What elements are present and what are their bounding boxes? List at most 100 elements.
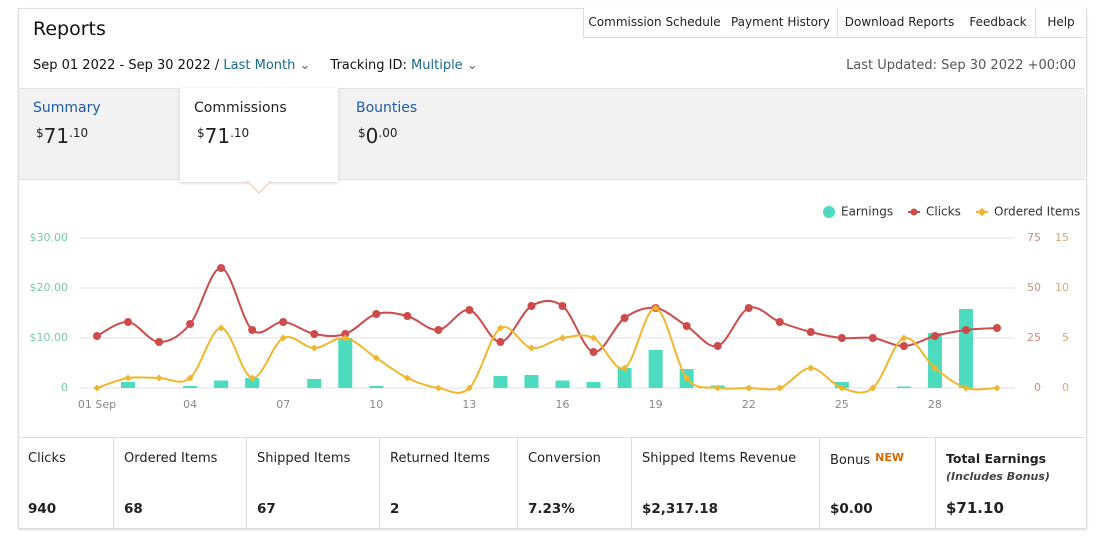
- stat-cell: Shipped Items 67: [247, 438, 380, 528]
- bar: [927, 333, 942, 388]
- x-tick-label: 22: [742, 398, 756, 411]
- stat-cell: Total Earnings (Includes Bonus) $71.10: [936, 438, 1085, 528]
- point: [124, 318, 133, 326]
- nav-button[interactable]: Payment History: [724, 8, 838, 38]
- tracking-select[interactable]: Multiple: [411, 58, 463, 73]
- point: [744, 304, 753, 312]
- nav-button[interactable]: Help: [1036, 8, 1087, 38]
- y-tick-label: 0: [61, 381, 68, 394]
- nav-button[interactable]: Download Reports: [838, 8, 962, 38]
- stat-label: Total Earnings: [946, 451, 1047, 466]
- point: [310, 330, 319, 338]
- currency: $: [358, 126, 366, 140]
- point: [527, 302, 536, 310]
- tab-label[interactable]: Bounties: [356, 100, 418, 116]
- bar: [307, 379, 322, 388]
- y-tick-label: $10.00: [30, 331, 69, 344]
- period-select[interactable]: Last Month: [223, 58, 296, 73]
- bar: [617, 368, 632, 388]
- point: [341, 334, 349, 342]
- point: [279, 318, 288, 326]
- stat-cell: Clicks 940: [18, 438, 114, 528]
- point: [713, 342, 722, 350]
- point: [527, 344, 536, 352]
- fraction: .10: [230, 126, 250, 140]
- stat-label: Shipped Items Revenue: [642, 451, 797, 466]
- point: [807, 364, 815, 372]
- stat-value: 68: [124, 501, 143, 517]
- bar: [121, 382, 136, 388]
- last-updated: Last Updated: Sep 30 2022 +00:00: [846, 58, 1076, 73]
- point: [993, 384, 1001, 392]
- point: [186, 320, 195, 328]
- point: [869, 384, 877, 392]
- fraction: .00: [378, 126, 398, 140]
- stat-cell: Bonus NEW $0.00: [820, 438, 936, 528]
- line-connector: [96, 307, 998, 394]
- whole: 0: [365, 124, 379, 148]
- point: [682, 322, 691, 330]
- tab-label[interactable]: Summary: [33, 100, 101, 116]
- y-tick-label: $30.00: [30, 231, 69, 244]
- stat-value: $2,317.18: [642, 501, 719, 517]
- bar: [214, 380, 229, 388]
- tracking-label: Tracking ID:: [330, 58, 407, 73]
- report-card: [18, 8, 1087, 529]
- point: [434, 384, 442, 392]
- point: [806, 328, 815, 336]
- point: [589, 348, 598, 356]
- legend-label: Ordered Items: [994, 205, 1080, 219]
- y3-tick-label: 15: [1055, 231, 1069, 244]
- point: [900, 334, 908, 342]
- point: [558, 334, 567, 342]
- y3-tick-label: 0: [1062, 381, 1069, 394]
- stat-label: Bonus NEW: [830, 451, 904, 468]
- currency: $: [36, 126, 44, 140]
- tab-amount: $71.10: [36, 124, 88, 148]
- x-tick-label: 07: [276, 398, 290, 411]
- point: [186, 374, 194, 382]
- badge: NEW: [875, 451, 904, 464]
- point: [372, 310, 381, 318]
- stat-cell: Returned Items 2: [380, 438, 518, 528]
- point: [279, 334, 287, 342]
- tab-amount: $0.00: [358, 124, 397, 148]
- bar: [245, 378, 260, 388]
- point: [558, 302, 567, 310]
- chart: 0 $10.00 $20.00 $30.00 0 25 50 75 0 5 10 15 01 Sep 04…: [30, 205, 1081, 412]
- tab-amount: $71.10: [197, 124, 249, 148]
- x-tick-label: 04: [183, 398, 197, 411]
- nav-button[interactable]: Commission Schedule: [583, 8, 726, 38]
- y2-tick-label: 0: [1034, 381, 1041, 394]
- point: [714, 384, 722, 392]
- point: [465, 384, 473, 392]
- point: [372, 354, 380, 362]
- whole: 71: [204, 124, 231, 148]
- dropdown-icon: ⌄: [466, 58, 478, 73]
- point: [403, 312, 412, 320]
- page-title: Reports: [33, 18, 106, 40]
- stat-cell: Conversion 7.23%: [518, 438, 632, 528]
- point: [930, 332, 939, 340]
- whole: 71: [43, 124, 70, 148]
- x-tick-label: 25: [835, 398, 849, 411]
- stat-cell: Ordered Items 68: [114, 438, 247, 528]
- y2-tick-label: 25: [1027, 331, 1041, 344]
- date-range: Sep 01 2022 - Sep 30 2022 /: [33, 58, 220, 73]
- point: [217, 264, 226, 272]
- x-tick-label: 13: [462, 398, 476, 411]
- stat-value: $0.00: [830, 501, 873, 517]
- active-tab[interactable]: [180, 88, 338, 182]
- point: [931, 364, 939, 372]
- point: [683, 374, 691, 382]
- nav-button[interactable]: Feedback: [961, 8, 1036, 38]
- tab-pointer: [247, 181, 271, 194]
- tab-label[interactable]: Commissions: [194, 100, 287, 116]
- stat-value: 67: [257, 501, 276, 517]
- bar: [648, 350, 663, 388]
- point: [776, 384, 784, 392]
- point: [590, 334, 598, 342]
- point: [621, 364, 629, 372]
- legend-marker: [823, 206, 835, 218]
- bar: [493, 376, 508, 388]
